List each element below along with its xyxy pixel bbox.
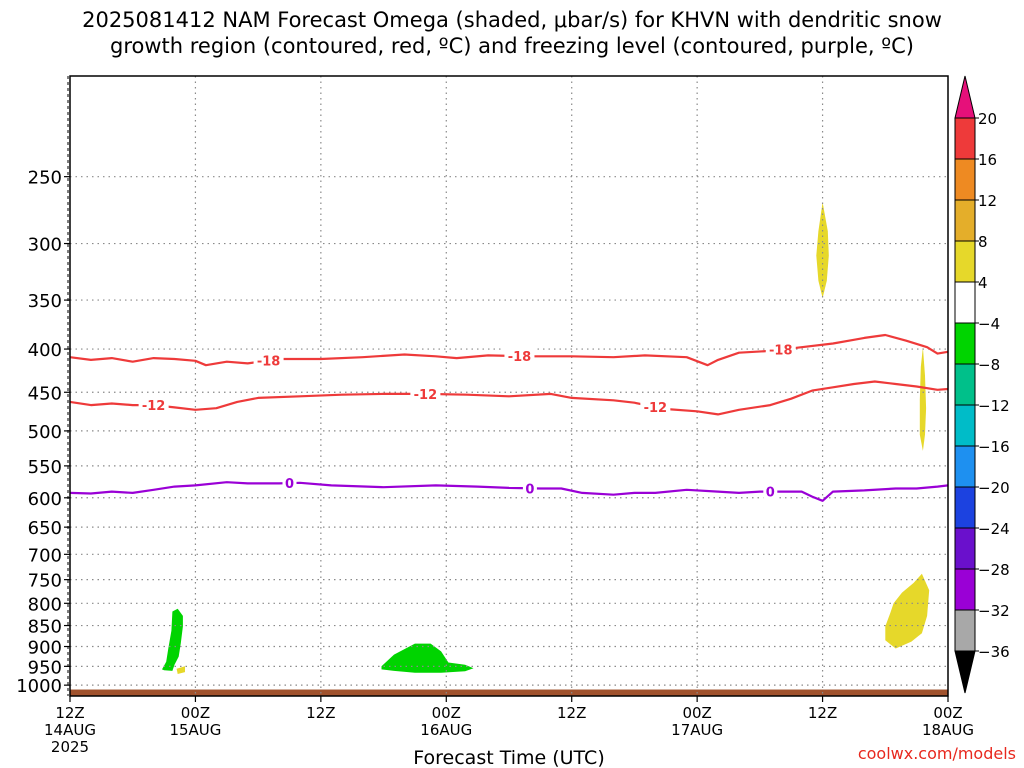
contour-label-m12-1: -12 [142,399,166,414]
x-tick-label-0-2: 14AUG [44,721,96,739]
x-tick-label-0-1: 12Z [55,704,84,722]
x-tick-label-12-1: 00Z [181,704,210,722]
x-tick-label-84-2: 18AUG [922,721,974,739]
colorbar-label-9: −16 [978,438,1010,456]
x-tick-label-12-2: 15AUG [169,721,221,739]
colorbar-label-3: 12 [978,192,997,210]
contour-label-bg [763,483,778,500]
y-tick-label-950: 950 [28,657,62,678]
colorbar-label-8: −12 [978,397,1010,415]
colorbar-label-4: 8 [978,233,988,251]
y-tick-label-650: 650 [28,518,62,539]
x-tick-label-84-1: 00Z [933,704,962,722]
x-tick-label-0-3: 2025 [51,738,89,756]
y-tick-label-850: 850 [28,617,62,638]
contour-label-bg [765,341,796,358]
omega-region-1 [162,608,183,671]
y-tick-label-550: 550 [28,457,62,478]
colorbar-label-10: −20 [978,479,1010,497]
omega-region-6 [885,573,930,649]
colorbar-bin-1 [954,117,976,160]
contour-label-0-3: 0 [766,486,775,501]
contour-label-bg [640,398,671,415]
colorbar-label-6: −4 [978,315,1000,333]
y-tick-label-900: 900 [28,638,62,659]
y-tick-label-350: 350 [28,291,62,312]
omega-region-3 [381,643,474,673]
colorbar-bin-3 [954,199,976,242]
x-tick-label-24-1: 12Z [306,704,335,722]
contour-label-bg [504,348,535,365]
colorbar-label-13: −32 [978,602,1010,620]
y-tick-label-450: 450 [28,383,62,404]
contour-label-0-2: 0 [525,482,534,497]
x-tick-label-60-1: 00Z [682,704,711,722]
y-tick-label-750: 750 [28,571,62,592]
colorbar-bin-4 [954,240,976,283]
chart-title-line-2: growth region (contoured, red, ºC) and f… [110,34,914,58]
colorbar-bin-11 [954,527,976,570]
contour-label-m18-3: -18 [769,344,793,359]
x-axis-label: Forecast Time (UTC) [413,747,604,768]
x-tick-label-60-2: 17AUG [671,721,723,739]
x-tick-label-48-1: 12Z [557,704,586,722]
colorbar-label-2: 16 [978,151,997,169]
y-tick-label-500: 500 [28,422,62,443]
y-tick-label-400: 400 [28,340,62,361]
y-tick-label-600: 600 [28,489,62,510]
colorbar-label-12: −28 [978,561,1010,579]
x-tick-label-72-1: 12Z [808,704,837,722]
colorbar-label-5: 4 [978,274,988,292]
contour-label-m12-2: -12 [414,388,438,403]
y-tick-label-1000: 1000 [16,676,62,697]
omega-region-4 [816,202,829,298]
y-tick-label-800: 800 [28,594,62,615]
contour-label-m18-2: -18 [508,350,532,365]
contour-label-0-1: 0 [285,477,294,492]
contour-label-m18-1: -18 [257,354,281,369]
contour-label-bg [138,397,169,414]
colorbar-label-14: −36 [978,643,1010,661]
chart-title-line-1: 2025081412 NAM Forecast Omega (shaded, μ… [82,8,942,32]
colorbar-label-11: −24 [978,520,1010,538]
colorbar-bin-10 [954,486,976,529]
credit-text: coolwx.com/models [857,744,1016,763]
y-tick-label-300: 300 [28,235,62,256]
colorbar-bin-9 [954,445,976,488]
colorbar-top-arrow [954,75,976,119]
colorbar-label-1: 20 [978,110,997,128]
plot-frame [69,75,949,697]
omega-region-5 [919,347,927,451]
colorbar-bottom-arrow [954,650,976,694]
contour-label-bg [522,480,537,497]
ground-fill [70,689,948,696]
omega-region-2 [176,666,185,674]
colorbar-label-7: −8 [978,356,1000,374]
contour-line-0 [69,481,949,502]
colorbar-bin-5 [954,281,976,324]
colorbar-bin-8 [954,404,976,447]
y-tick-label-700: 700 [28,545,62,566]
contour-label-bg [410,385,441,402]
colorbar-bin-13 [954,609,976,652]
x-tick-label-36-1: 00Z [432,704,461,722]
colorbar-bin-7 [954,363,976,406]
x-tick-label-36-2: 16AUG [420,721,472,739]
colorbar-bin-2 [954,158,976,201]
contour-label-m12-3: -12 [644,401,668,416]
colorbar-bin-12 [954,568,976,611]
contour-label-bg [282,475,297,492]
y-tick-label-250: 250 [28,168,62,189]
colorbar-bin-6 [954,322,976,365]
contour-line-m12 [69,380,949,416]
contour-label-bg [253,352,284,369]
